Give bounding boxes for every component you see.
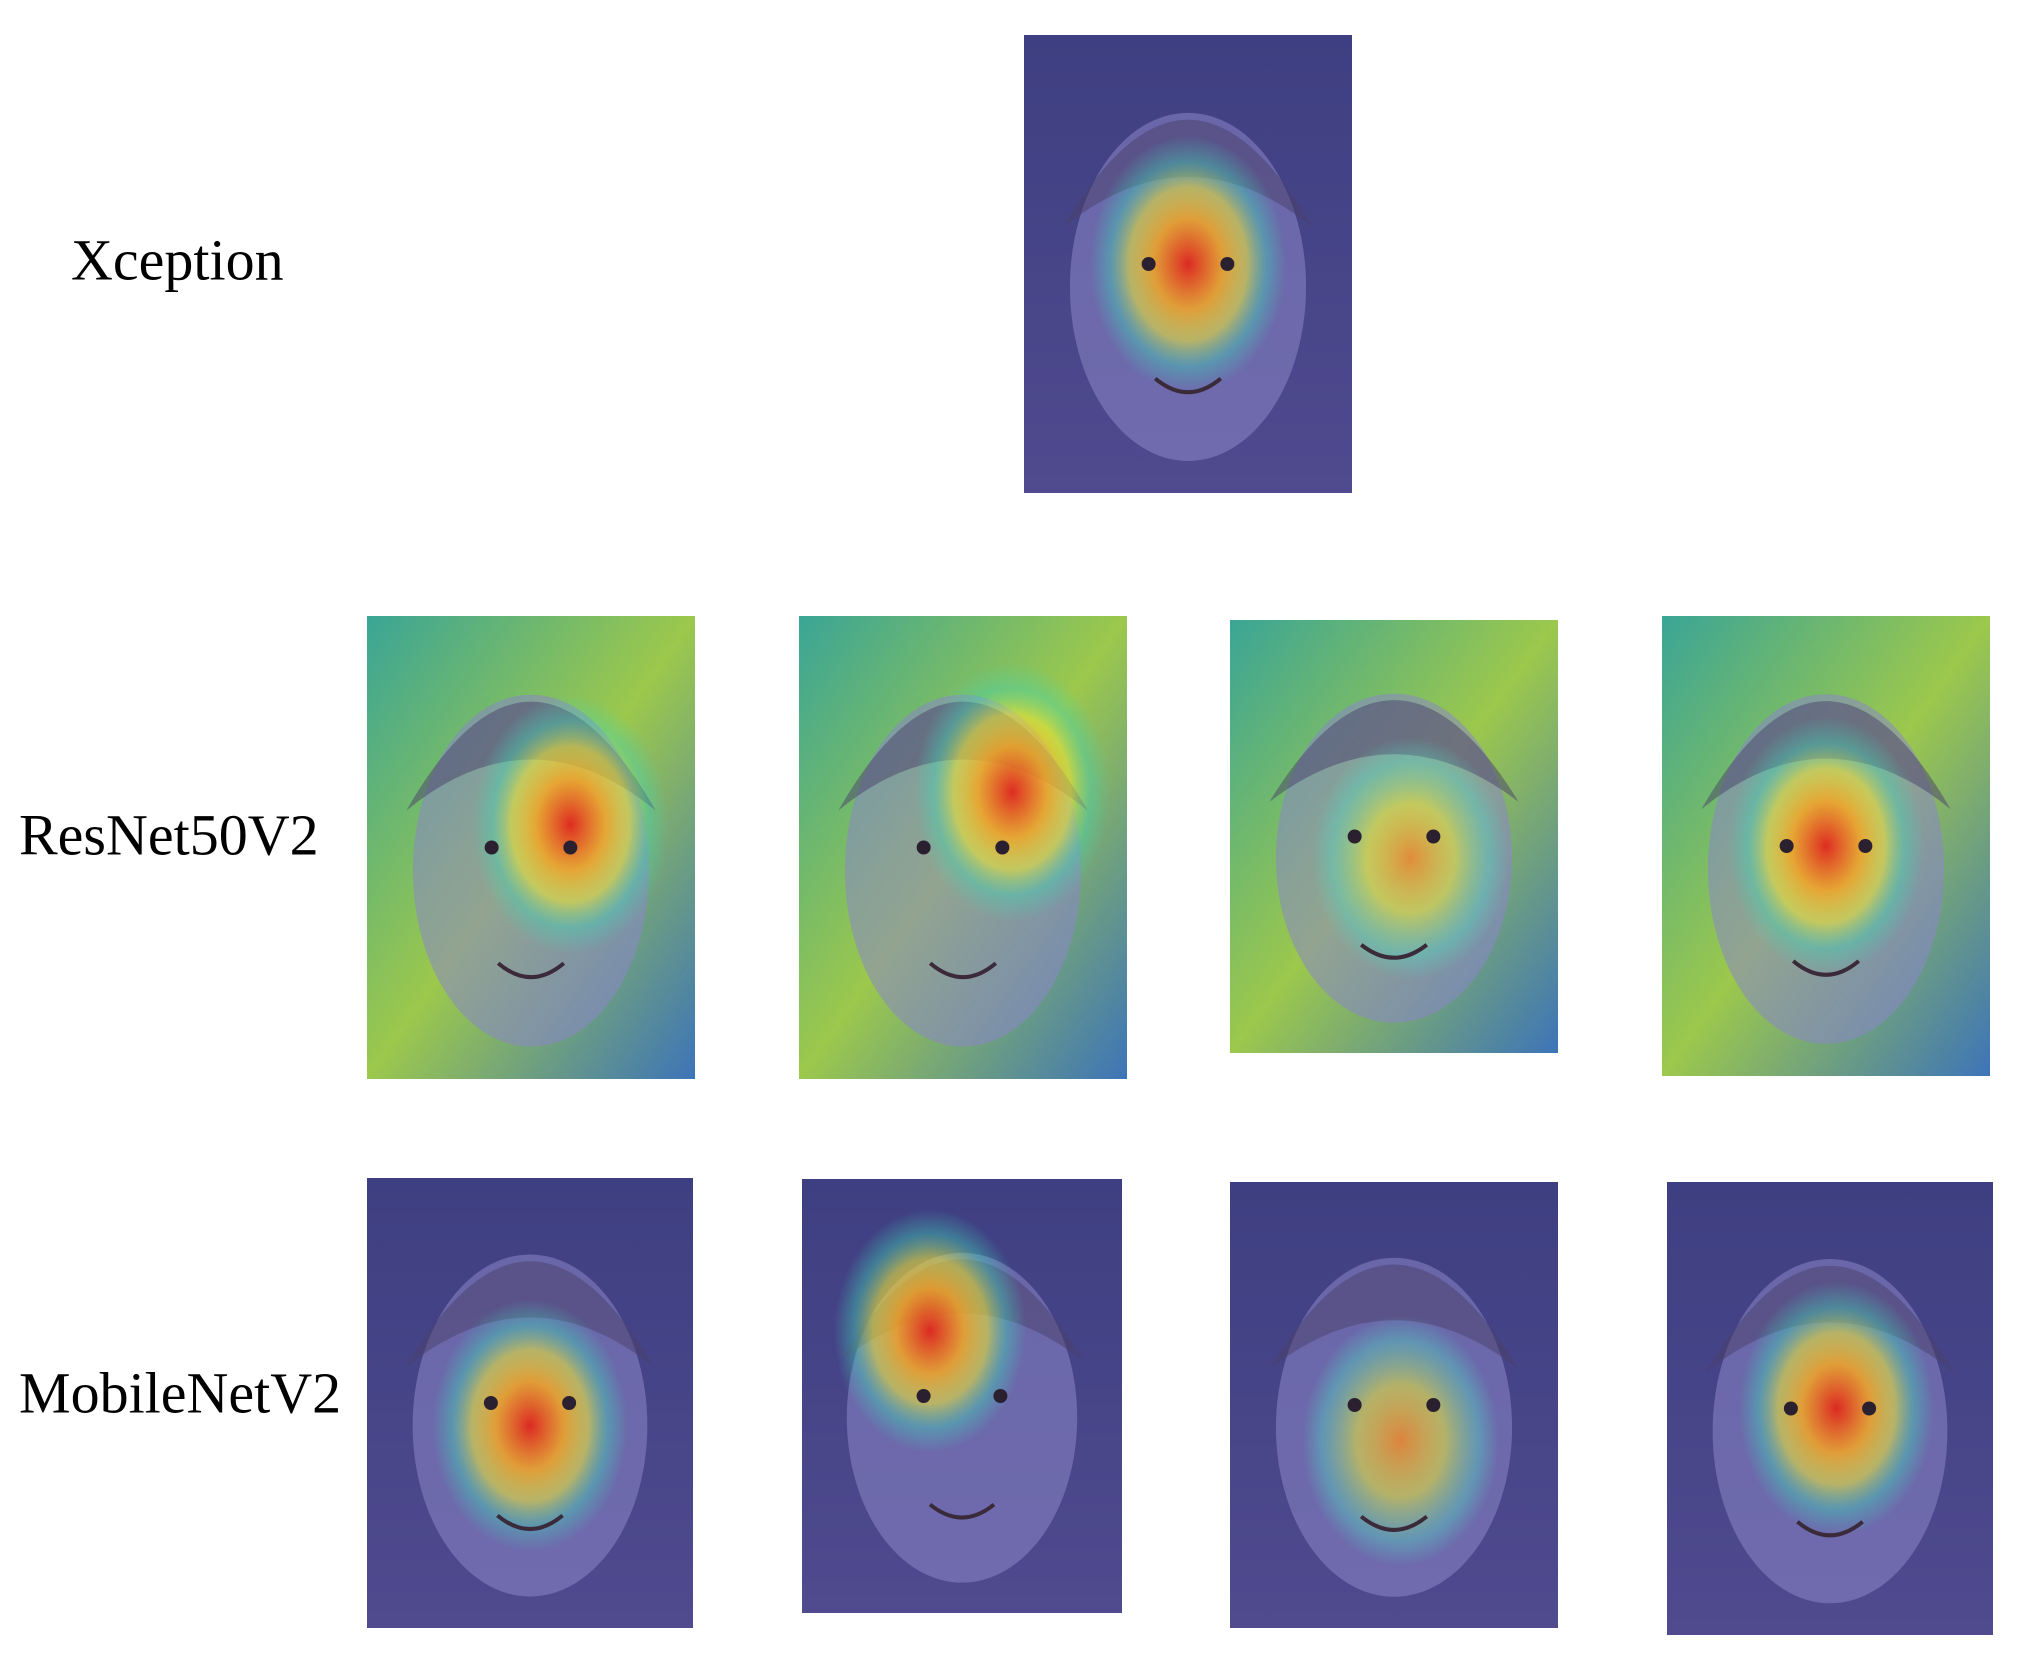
eye bbox=[995, 840, 1010, 855]
mouth bbox=[1791, 959, 1861, 977]
mouth bbox=[928, 961, 998, 979]
heatmap-image bbox=[367, 616, 695, 1079]
eye bbox=[483, 1396, 498, 1410]
heatmap-image bbox=[799, 616, 1127, 1079]
row-label: MobileNetV2 bbox=[19, 1360, 341, 1425]
eye bbox=[563, 840, 578, 855]
eye bbox=[1141, 257, 1156, 271]
eye bbox=[1220, 257, 1235, 271]
eye bbox=[1426, 1398, 1441, 1412]
heatmap-image bbox=[1024, 35, 1352, 493]
mouth bbox=[928, 1502, 996, 1520]
mouth bbox=[1153, 376, 1223, 395]
activation bbox=[1302, 1315, 1499, 1566]
eye bbox=[1426, 829, 1441, 844]
mouth bbox=[1796, 1520, 1864, 1538]
heatmap-image bbox=[1230, 1182, 1558, 1628]
mouth bbox=[496, 961, 566, 979]
row-label: Xception bbox=[71, 227, 284, 292]
eye bbox=[1783, 1401, 1798, 1416]
activation bbox=[432, 1299, 628, 1552]
activation bbox=[1738, 1281, 1935, 1536]
eye bbox=[562, 1396, 577, 1410]
eye bbox=[1858, 839, 1873, 853]
eye bbox=[484, 840, 499, 855]
eye bbox=[1862, 1401, 1877, 1416]
eye bbox=[1779, 839, 1794, 853]
eye bbox=[1347, 829, 1362, 844]
heatmap-image bbox=[1230, 620, 1558, 1053]
row-label: ResNet50V2 bbox=[19, 802, 319, 867]
activation bbox=[1089, 135, 1287, 393]
mouth bbox=[1359, 943, 1429, 960]
heatmap-image bbox=[367, 1178, 693, 1628]
heatmap-image bbox=[802, 1179, 1122, 1613]
activation bbox=[471, 694, 669, 954]
eye bbox=[916, 840, 931, 855]
mouth bbox=[496, 1513, 564, 1531]
mouth bbox=[1359, 1514, 1429, 1532]
activation bbox=[1727, 717, 1925, 975]
eye bbox=[993, 1389, 1008, 1403]
activation bbox=[834, 1209, 1026, 1453]
activation bbox=[913, 662, 1111, 922]
eye bbox=[916, 1389, 931, 1403]
activation bbox=[1312, 736, 1509, 980]
eye bbox=[1347, 1398, 1362, 1412]
heatmap-image bbox=[1662, 616, 1990, 1076]
heatmap-image bbox=[1667, 1182, 1993, 1635]
